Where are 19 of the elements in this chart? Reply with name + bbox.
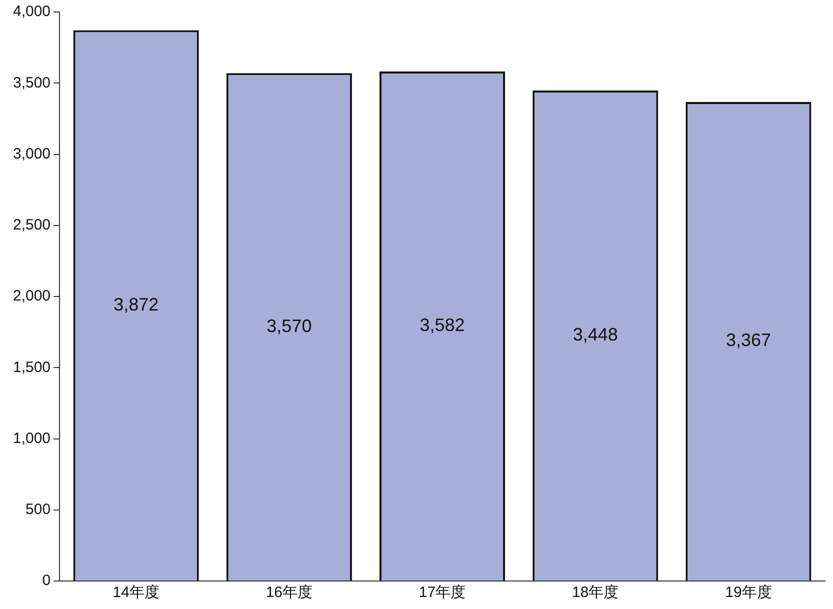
data-label: 3,582 — [420, 314, 465, 335]
data-label: 3,570 — [266, 316, 312, 336]
x-tick-label: 18年度 — [572, 584, 619, 602]
y-tick-label: 3,000 — [12, 145, 51, 162]
x-tick-label: 16年度 — [266, 584, 313, 602]
data-label: 3,367 — [726, 330, 771, 350]
y-tick-label: 2,000 — [12, 288, 51, 305]
data-label: 3,448 — [572, 324, 618, 344]
y-tick-label: 1,500 — [12, 358, 51, 376]
y-tick-label: 1,000 — [12, 430, 51, 447]
x-tick-label: 14年度 — [112, 584, 160, 602]
x-tick-label: 19年度 — [725, 584, 772, 602]
x-tick-label: 17年度 — [418, 584, 466, 602]
y-tick-label: 500 — [26, 501, 51, 518]
y-tick-label: 3,500 — [12, 74, 51, 92]
data-label: 3,872 — [114, 294, 159, 314]
y-tick-label: 0 — [42, 572, 51, 590]
y-tick-label: 4,000 — [12, 3, 51, 20]
y-tick-label: 2,500 — [12, 216, 51, 234]
